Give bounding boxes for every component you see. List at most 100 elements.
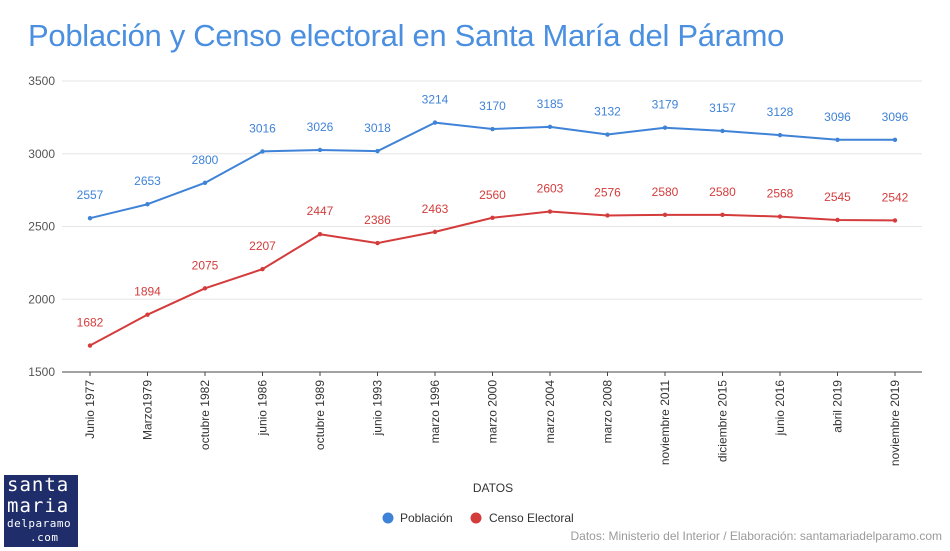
data-label: 2576 [594, 185, 621, 199]
data-label: 2580 [709, 185, 736, 199]
data-point [777, 214, 783, 219]
x-tick-label: abril 2019 [831, 380, 845, 433]
legend-item: Censo Electoral [470, 511, 574, 525]
x-tick-label: junio 1993 [371, 380, 385, 437]
data-label: 2603 [537, 182, 564, 196]
data-point [432, 229, 438, 235]
series-line [89, 121, 895, 220]
x-tick-label: noviembre 2019 [888, 380, 902, 466]
data-point [662, 212, 668, 218]
data-label: 3170 [479, 99, 506, 113]
data-point [202, 180, 208, 186]
x-tick-label: marzo 2004 [543, 380, 557, 444]
data-point [720, 128, 725, 134]
y-tick-label: 2000 [28, 292, 55, 306]
data-point [490, 126, 495, 132]
legend-label: Población [400, 511, 453, 525]
x-axis-ticks: Junio 1977 Marzo1979 octubre 1982 junio 198… [83, 372, 902, 466]
data-label: 3128 [767, 105, 794, 119]
legend-marker [470, 512, 482, 524]
data-label: 2580 [652, 185, 679, 199]
data-label: 2075 [192, 258, 219, 272]
x-tick-label: marzo 1996 [428, 380, 442, 444]
source-credit: Datos: Ministerio del Interior / Elabora… [570, 529, 942, 543]
data-point [777, 132, 783, 138]
data-point [145, 202, 150, 207]
data-point [87, 343, 93, 348]
x-tick-label: noviembre 2011 [658, 380, 672, 465]
x-tick-label: Junio 1977 [83, 380, 97, 439]
data-label: 1682 [77, 316, 104, 330]
data-point [662, 125, 668, 130]
data-label: 2386 [364, 213, 391, 227]
x-tick-label: octubre 1989 [313, 380, 327, 450]
data-label: 2568 [767, 187, 794, 201]
data-label: 1894 [134, 285, 161, 299]
legend: Población Censo Electoral [382, 511, 574, 525]
data-label: 3096 [824, 110, 851, 124]
data-label: 2542 [882, 190, 909, 204]
data-point [145, 312, 150, 317]
data-point [317, 147, 323, 153]
chart-title: Población y Censo electoral en Santa Mar… [28, 18, 785, 53]
y-tick-label: 3000 [28, 147, 55, 161]
x-tick-label: marzo 2008 [601, 380, 615, 444]
data-point [720, 212, 725, 218]
x-tick-label: marzo 2000 [486, 380, 500, 444]
data-label: 2545 [824, 190, 851, 204]
data-label: 3132 [594, 105, 621, 119]
data-label: 2653 [134, 174, 161, 188]
data-label: 3096 [882, 110, 909, 124]
data-label: 3185 [537, 97, 564, 111]
data-label: 2560 [479, 188, 506, 202]
x-tick-label: diciembre 2015 [716, 380, 730, 462]
data-point [892, 218, 898, 223]
grid-lines [62, 80, 922, 373]
y-tick-label: 1500 [28, 365, 55, 379]
series-line [89, 210, 896, 347]
data-point [605, 132, 610, 137]
logo-line-4: .com [30, 531, 59, 544]
data-label: 2207 [249, 239, 276, 253]
data-label: 3179 [652, 98, 679, 112]
legend-item: Población [382, 511, 453, 525]
data-point [260, 149, 265, 154]
data-point [317, 232, 323, 237]
data-point [547, 209, 553, 214]
data-point [260, 266, 265, 272]
data-point [490, 215, 495, 220]
data-label: 3018 [364, 121, 391, 135]
x-axis-label: DATOS [473, 481, 513, 495]
x-tick-label: Marzo1979 [141, 380, 155, 440]
data-point [547, 124, 553, 130]
data-point [87, 216, 93, 221]
y-axis-ticks: 1500 2000 2500 3000 3500 [28, 74, 55, 379]
data-label: 3157 [709, 101, 736, 115]
data-point [432, 120, 438, 125]
data-label: 2463 [422, 202, 449, 216]
data-point [605, 213, 610, 218]
data-label: 2557 [77, 188, 104, 202]
legend-label: Censo Electoral [489, 511, 574, 525]
data-point [202, 286, 208, 291]
series-poblacion: 2557 2653 2800 3016 3026 3018 3214 3170 3185 3132… [77, 93, 909, 221]
data-point [375, 148, 380, 154]
data-point [375, 240, 380, 246]
legend-marker [382, 512, 394, 524]
x-tick-label: junio 2016 [773, 380, 787, 437]
site-logo: santa maria delparamo .com [4, 475, 78, 547]
data-point [892, 137, 898, 142]
data-label: 2800 [192, 153, 219, 167]
data-label: 3214 [422, 93, 449, 107]
data-point [835, 217, 840, 223]
data-label: 2447 [307, 204, 334, 218]
data-label: 3026 [307, 120, 334, 134]
logo-line-1: santa [7, 474, 70, 496]
y-tick-label: 3500 [28, 74, 55, 88]
logo-line-2: maria [7, 495, 70, 517]
x-tick-label: octubre 1982 [198, 380, 212, 450]
x-tick-label: junio 1986 [256, 380, 270, 437]
y-tick-label: 2500 [28, 220, 55, 234]
logo-line-3: delparamo [7, 517, 72, 530]
